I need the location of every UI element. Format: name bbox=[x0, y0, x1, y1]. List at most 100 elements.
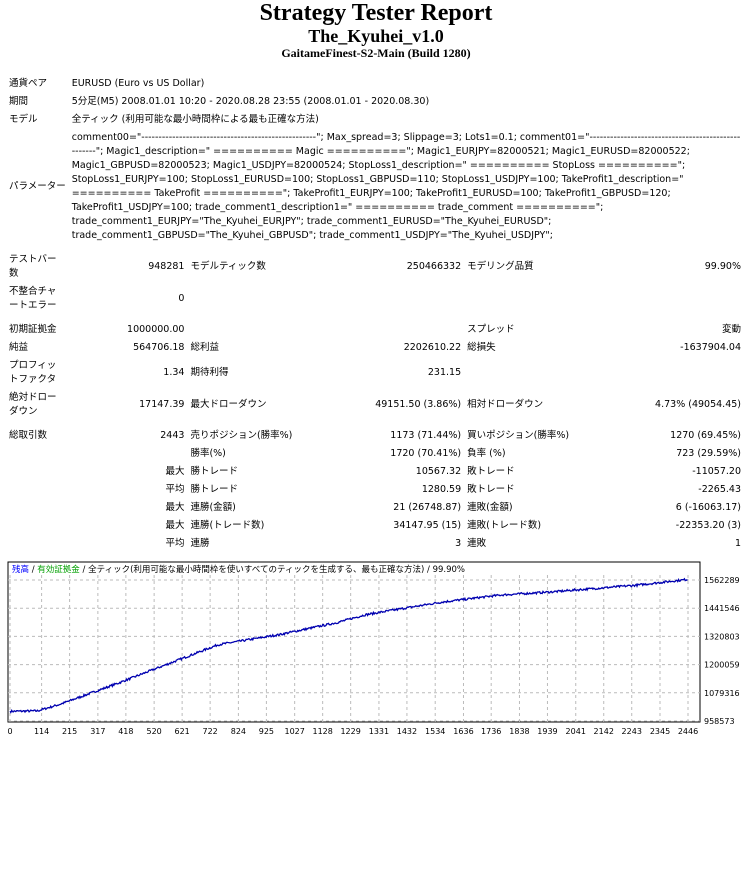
x-tick-label: 824 bbox=[231, 727, 246, 736]
value: 2202610.22 bbox=[403, 342, 462, 353]
legend-sep: / bbox=[80, 565, 88, 575]
label: 勝トレード bbox=[190, 484, 238, 495]
label: 連敗 bbox=[467, 538, 487, 549]
legend-sep: / bbox=[424, 565, 432, 575]
x-tick-label: 520 bbox=[146, 727, 161, 736]
x-tick-label: 0 bbox=[7, 727, 12, 736]
value: -2265.43 bbox=[698, 484, 741, 495]
label: モデル bbox=[9, 114, 38, 125]
legend-sep: / bbox=[29, 565, 37, 575]
value: 21 (26748.87) bbox=[393, 502, 462, 513]
info-row: パラメーター comment00="-----------------------… bbox=[6, 129, 744, 245]
y-tick-label: 1200059 bbox=[704, 661, 740, 670]
value: 17147.39 bbox=[139, 399, 185, 410]
value: 564706.18 bbox=[133, 342, 185, 353]
value: 1280.59 bbox=[421, 484, 462, 495]
label: 最大ドローダウン bbox=[190, 399, 267, 410]
label: 連勝(トレード数) bbox=[190, 520, 265, 531]
label: 期間 bbox=[9, 96, 29, 107]
x-tick-label: 1939 bbox=[537, 727, 557, 736]
x-tick-label: 2243 bbox=[622, 727, 642, 736]
x-tick-label: 1636 bbox=[453, 727, 473, 736]
label: 通貨ペア bbox=[9, 78, 48, 89]
info-row: 通貨ペア EURUSD (Euro vs US Dollar) bbox=[6, 75, 744, 93]
y-tick-label: 1562289 bbox=[704, 576, 740, 585]
x-tick-label: 2142 bbox=[594, 727, 614, 736]
value: 49151.50 (3.86%) bbox=[375, 399, 462, 410]
legend-quality: 99.90% bbox=[433, 565, 465, 575]
label: 最大 bbox=[165, 520, 185, 531]
x-tick-label: 925 bbox=[259, 727, 274, 736]
value: 1270 (69.45%) bbox=[670, 430, 741, 441]
label: 買いポジション(勝率%) bbox=[467, 430, 570, 441]
x-tick-label: 317 bbox=[90, 727, 105, 736]
label: 連敗(トレード数) bbox=[467, 520, 542, 531]
label: 総損失 bbox=[467, 342, 496, 353]
x-tick-label: 2345 bbox=[650, 727, 670, 736]
x-tick-label: 2446 bbox=[678, 727, 698, 736]
value: 250466332 bbox=[406, 261, 462, 272]
x-tick-label: 1736 bbox=[481, 727, 501, 736]
label: 連敗(金額) bbox=[467, 502, 513, 513]
label: 純益 bbox=[9, 342, 29, 353]
value: EURUSD (Euro vs US Dollar) bbox=[71, 78, 205, 89]
label: 敗トレード bbox=[467, 484, 515, 495]
value: -11057.20 bbox=[692, 466, 741, 477]
x-tick-label: 2041 bbox=[566, 727, 586, 736]
x-tick-label: 1128 bbox=[312, 727, 332, 736]
value: 3 bbox=[455, 538, 462, 549]
label: 連勝 bbox=[190, 538, 210, 549]
label: 最大 bbox=[165, 502, 185, 513]
x-tick-label: 1534 bbox=[425, 727, 445, 736]
value: -22353.20 (3) bbox=[675, 520, 741, 531]
report-table: 通貨ペア EURUSD (Euro vs US Dollar) 期間 5分足(M5)… bbox=[6, 75, 744, 553]
label: プロフィットファクタ bbox=[9, 360, 57, 385]
x-tick-label: 114 bbox=[34, 727, 49, 736]
value: 1720 (70.41%) bbox=[390, 448, 462, 459]
chart-legend: 残高 / 有効証拠金 / 全ティック(利用可能な最小時間枠を使いすべてのティック… bbox=[12, 564, 465, 575]
legend-equity: 有効証拠金 bbox=[37, 564, 80, 575]
x-tick-label: 418 bbox=[118, 727, 133, 736]
label: 敗トレード bbox=[467, 466, 515, 477]
x-tick-label: 215 bbox=[62, 727, 77, 736]
label: 初期証拠金 bbox=[9, 324, 57, 335]
label: 連勝(金額) bbox=[190, 502, 236, 513]
label: 総利益 bbox=[190, 342, 219, 353]
value: 231.15 bbox=[427, 367, 462, 378]
x-tick-label: 1331 bbox=[369, 727, 389, 736]
label: 絶対ドローダウン bbox=[9, 392, 57, 417]
label: スプレッド bbox=[467, 324, 515, 335]
legend-balance: 残高 bbox=[12, 564, 29, 575]
y-tick-label: 958573 bbox=[704, 717, 735, 726]
label: 総取引数 bbox=[9, 430, 48, 441]
value: 全ティック (利用可能な最小時間枠による最も正確な方法) bbox=[71, 114, 319, 125]
label: 売りポジション(勝率%) bbox=[190, 430, 293, 441]
y-tick-label: 1441546 bbox=[704, 604, 740, 613]
x-tick-label: 1432 bbox=[397, 727, 417, 736]
label: 相対ドローダウン bbox=[467, 399, 544, 410]
ea-name: The_Kyuhei_v1.0 bbox=[308, 26, 444, 46]
x-tick-label: 722 bbox=[202, 727, 217, 736]
value: 5分足(M5) 2008.01.01 10:20 - 2020.08.28 23… bbox=[71, 96, 430, 107]
x-tick-label: 1838 bbox=[509, 727, 529, 736]
value: 2443 bbox=[160, 430, 185, 441]
label: 負率 (%) bbox=[467, 448, 506, 459]
value: 0 bbox=[178, 293, 185, 304]
label: モデリング品質 bbox=[467, 261, 534, 272]
grid bbox=[8, 575, 700, 722]
label: テストバー数 bbox=[9, 254, 57, 279]
label: 平均 bbox=[165, 484, 185, 495]
label: 平均 bbox=[165, 538, 185, 549]
chart-frame bbox=[7, 561, 701, 723]
x-tick-label: 1229 bbox=[340, 727, 360, 736]
legend-model: 全ティック(利用可能な最小時間枠を使いすべてのティックを生成する、最も正確な方法… bbox=[88, 564, 424, 575]
info-row: モデル 全ティック (利用可能な最小時間枠による最も正確な方法) bbox=[6, 111, 744, 129]
label: 勝率(%) bbox=[190, 448, 226, 459]
value: 4.73% (49054.45) bbox=[655, 399, 741, 410]
label: パラメーター bbox=[9, 181, 66, 192]
value: -1637904.04 bbox=[680, 342, 741, 353]
label: 不整合チャートエラー bbox=[9, 286, 57, 311]
value: 10567.32 bbox=[415, 466, 462, 477]
balance-line bbox=[9, 577, 688, 714]
report-title: Strategy Tester Report bbox=[259, 0, 493, 26]
